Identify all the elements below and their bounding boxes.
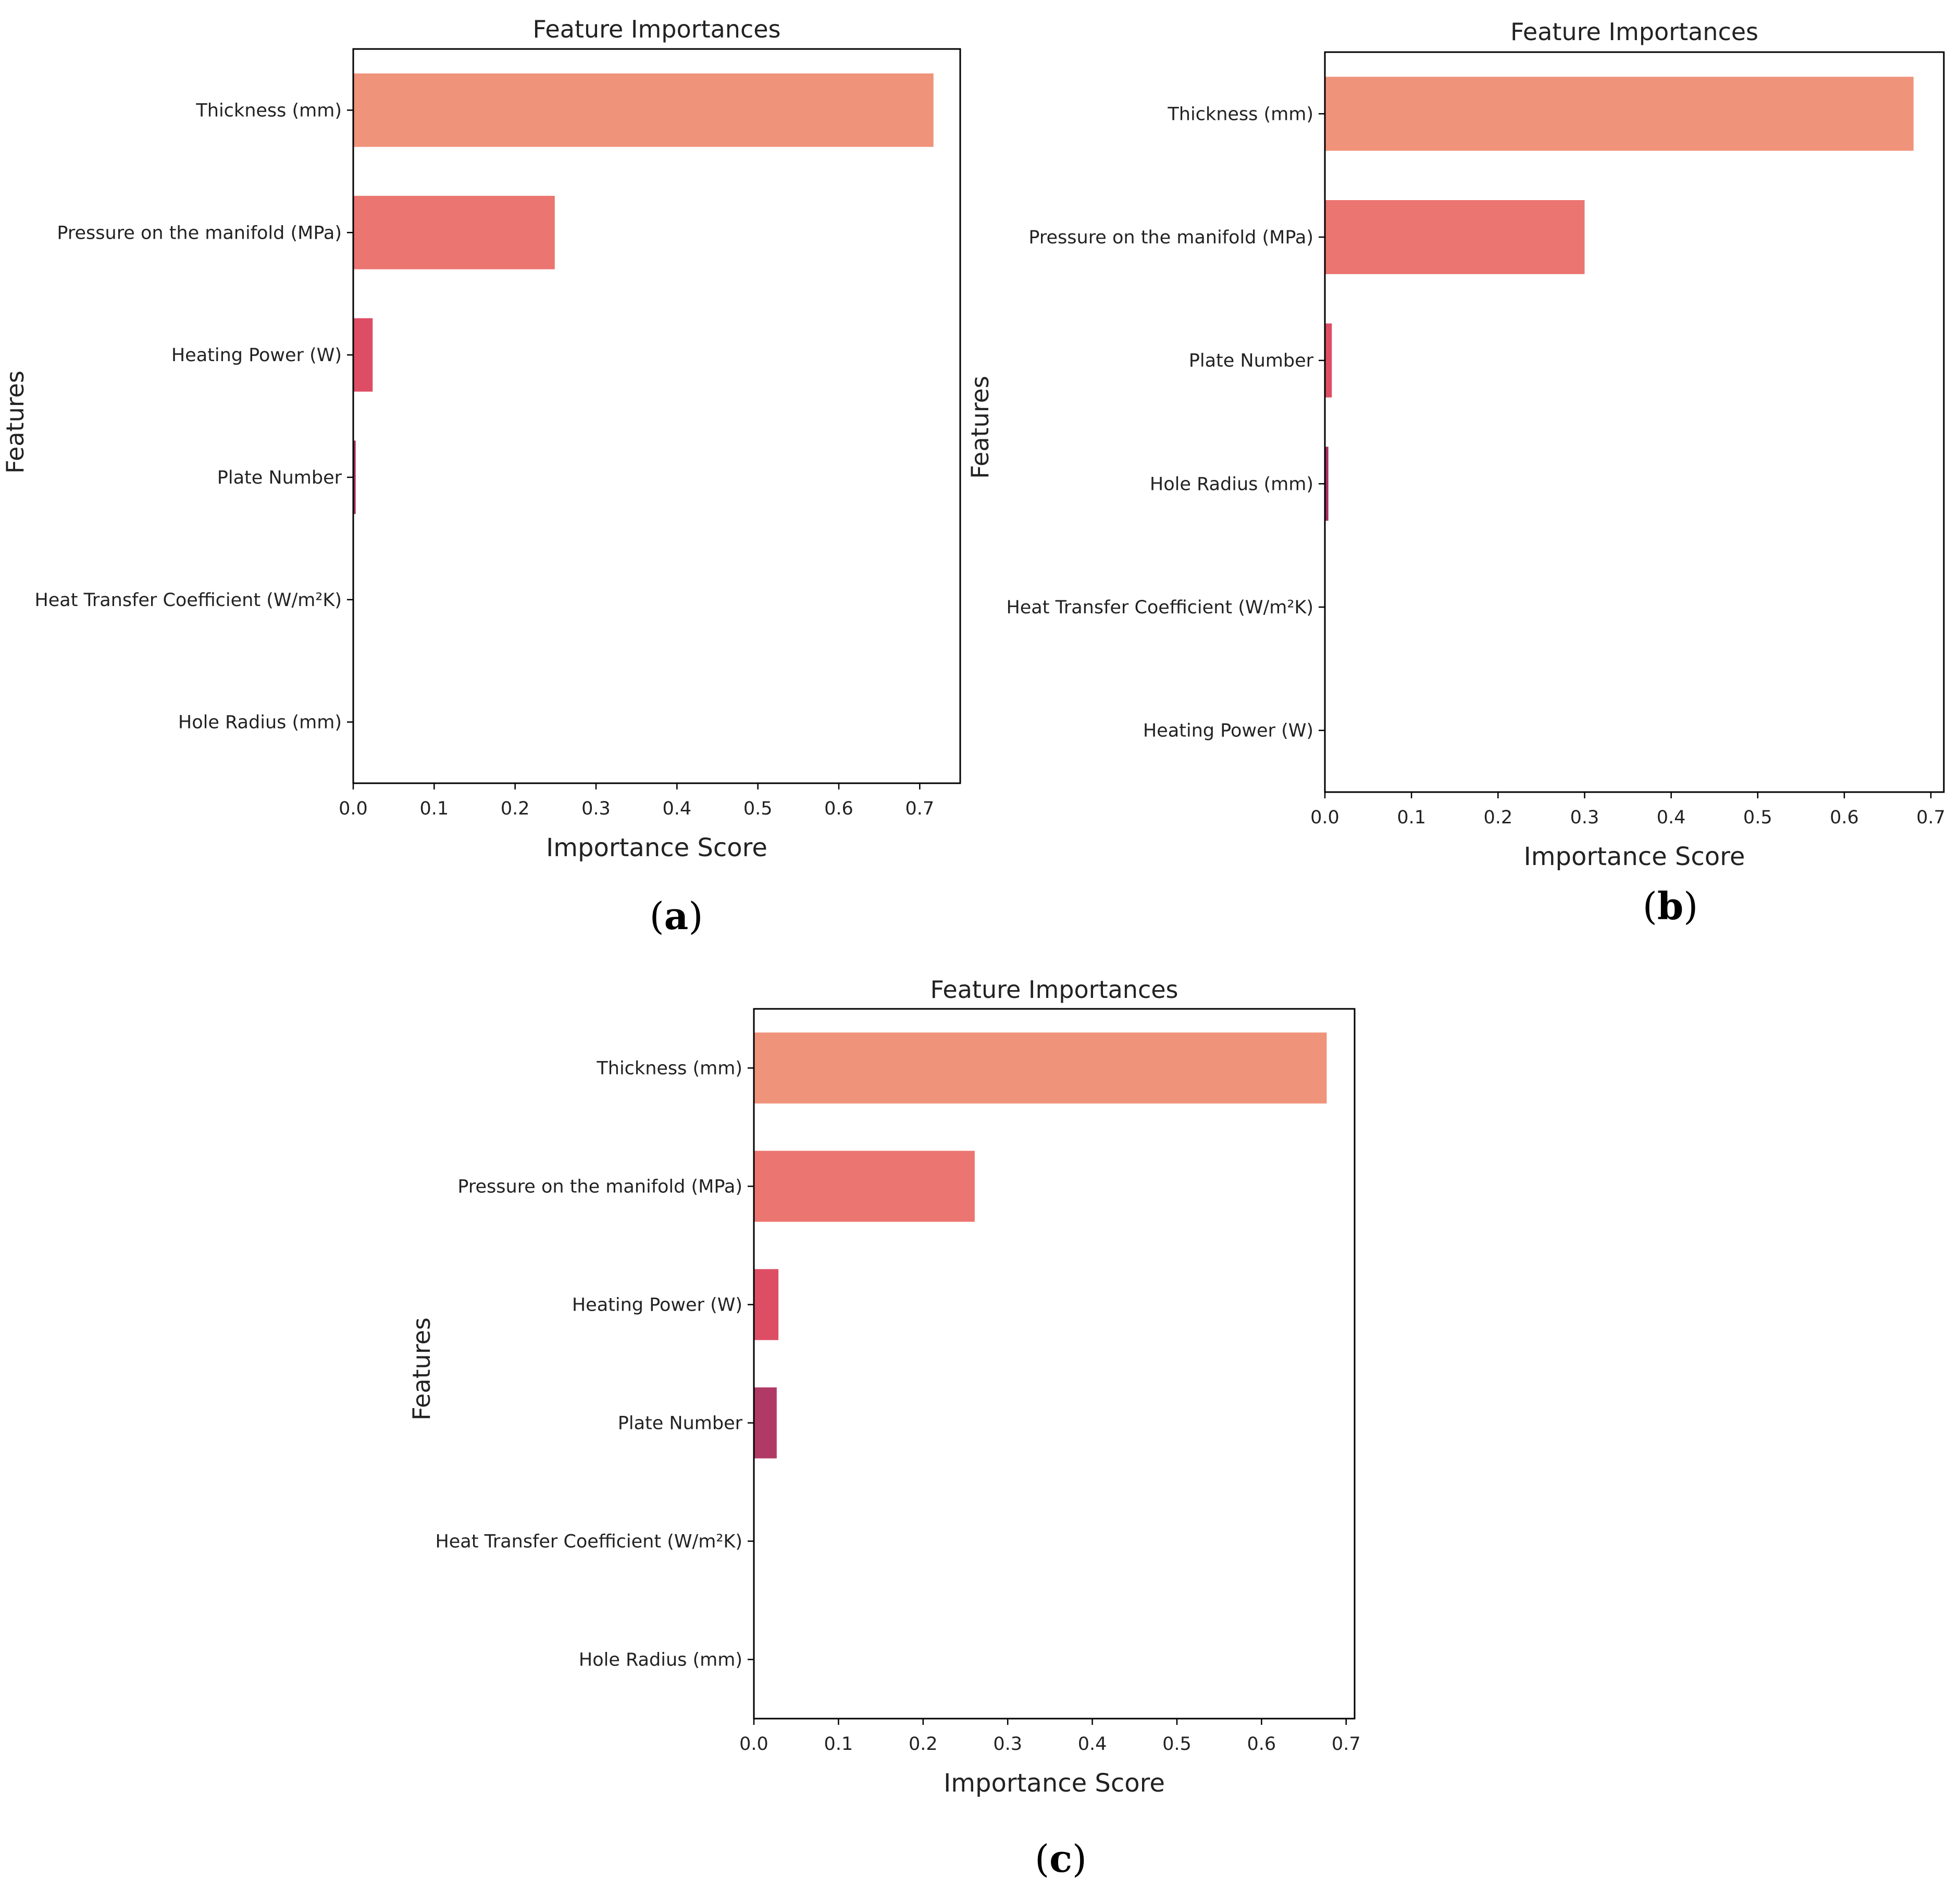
plot-frame: [753, 1008, 1356, 1720]
y-tick-label: Thickness (mm): [1167, 104, 1313, 125]
y-tick-label: Plate Number: [217, 467, 342, 488]
x-tick-label: 0.0: [1310, 807, 1339, 828]
x-tick-label: 0.3: [581, 798, 611, 819]
x-axis-label: Importance Score: [546, 833, 767, 862]
x-tick-label: 0.6: [1830, 807, 1859, 828]
x-tick-label: 0.2: [501, 798, 530, 819]
y-tick-label: Hole Radius (mm): [178, 712, 342, 733]
bar-2: [1325, 200, 1585, 274]
plot-frame: [1324, 51, 1945, 793]
x-tick-label: 0.1: [824, 1734, 853, 1755]
x-tick-label: 0.2: [909, 1734, 938, 1755]
x-tick-label: 0.4: [1078, 1734, 1107, 1755]
y-tick-label: Heat Transfer Coefficient (W/m²K): [34, 590, 342, 611]
y-tick-label: Pressure on the manifold (MPa): [457, 1177, 742, 1198]
y-tick-label: Plate Number: [1189, 351, 1314, 372]
y-tick-label: Heat Transfer Coefficient (W/m²K): [1006, 597, 1313, 618]
y-tick-label: Pressure on the manifold (MPa): [1028, 227, 1313, 248]
x-tick-label: 0.6: [1247, 1734, 1276, 1755]
bar-1: [353, 73, 934, 147]
chart-title: Feature Importances: [1510, 18, 1758, 46]
y-tick-label: Heating Power (W): [171, 345, 342, 366]
x-tick-label: 0.2: [1483, 807, 1512, 828]
bar-1: [754, 1032, 1327, 1104]
y-tick-label: Pressure on the manifold (MPa): [57, 223, 342, 243]
bar-2: [754, 1151, 975, 1222]
x-axis-label: Importance Score: [1524, 842, 1745, 871]
x-tick-label: 0.4: [662, 798, 691, 819]
bar-3: [754, 1269, 779, 1340]
bar-4: [1325, 447, 1329, 521]
y-tick-label: Heating Power (W): [572, 1295, 742, 1316]
y-axis-label: Features: [966, 376, 994, 479]
panel-caption: (c): [1035, 1836, 1087, 1881]
chart-panel-b: Feature Importances Thickness (mm) Pressur…: [966, 18, 1945, 928]
y-tick-label: Thickness (mm): [195, 100, 342, 121]
plot-frame: [352, 48, 961, 784]
bar-2: [353, 195, 555, 269]
x-tick-label: 0.7: [1916, 807, 1945, 828]
bar-4: [353, 440, 356, 514]
y-tick-label: Hole Radius (mm): [1150, 474, 1313, 495]
chart-panel-a: Feature Importances Thickness (mm) Pressur…: [1, 15, 961, 938]
x-tick-label: 0.7: [905, 798, 934, 819]
x-tick-label: 0.3: [1570, 807, 1599, 828]
chart-panel-c: Feature Importances Thickness (mm) Pressur…: [407, 976, 1361, 1881]
x-tick-label: 0.5: [1743, 807, 1772, 828]
bar-1: [1325, 77, 1914, 151]
bar-3: [1325, 323, 1332, 398]
x-tick-label: 0.0: [339, 798, 368, 819]
x-axis-label: Importance Score: [944, 1769, 1165, 1798]
x-tick-label: 0.0: [739, 1734, 768, 1755]
x-tick-label: 0.5: [1162, 1734, 1192, 1755]
y-tick-label: Plate Number: [618, 1413, 743, 1434]
bar-3: [353, 318, 373, 392]
y-axis-label: Features: [1, 371, 29, 474]
y-tick-label: Hole Radius (mm): [579, 1650, 742, 1671]
x-tick-label: 0.1: [1397, 807, 1426, 828]
panel-caption: (a): [650, 894, 703, 938]
x-tick-label: 0.6: [824, 798, 853, 819]
x-tick-label: 0.4: [1657, 807, 1686, 828]
x-tick-label: 0.1: [419, 798, 449, 819]
x-tick-label: 0.3: [993, 1734, 1022, 1755]
y-tick-label: Thickness (mm): [596, 1058, 742, 1079]
chart-title: Feature Importances: [930, 976, 1178, 1004]
x-tick-label: 0.5: [743, 798, 773, 819]
y-axis-label: Features: [407, 1317, 436, 1421]
y-tick-label: Heating Power (W): [1143, 721, 1313, 742]
panel-caption: (b): [1643, 884, 1698, 928]
chart-title: Feature Importances: [532, 15, 780, 43]
x-tick-label: 0.7: [1332, 1734, 1361, 1755]
bar-4: [754, 1387, 777, 1459]
y-tick-label: Heat Transfer Coefficient (W/m²K): [435, 1532, 742, 1552]
